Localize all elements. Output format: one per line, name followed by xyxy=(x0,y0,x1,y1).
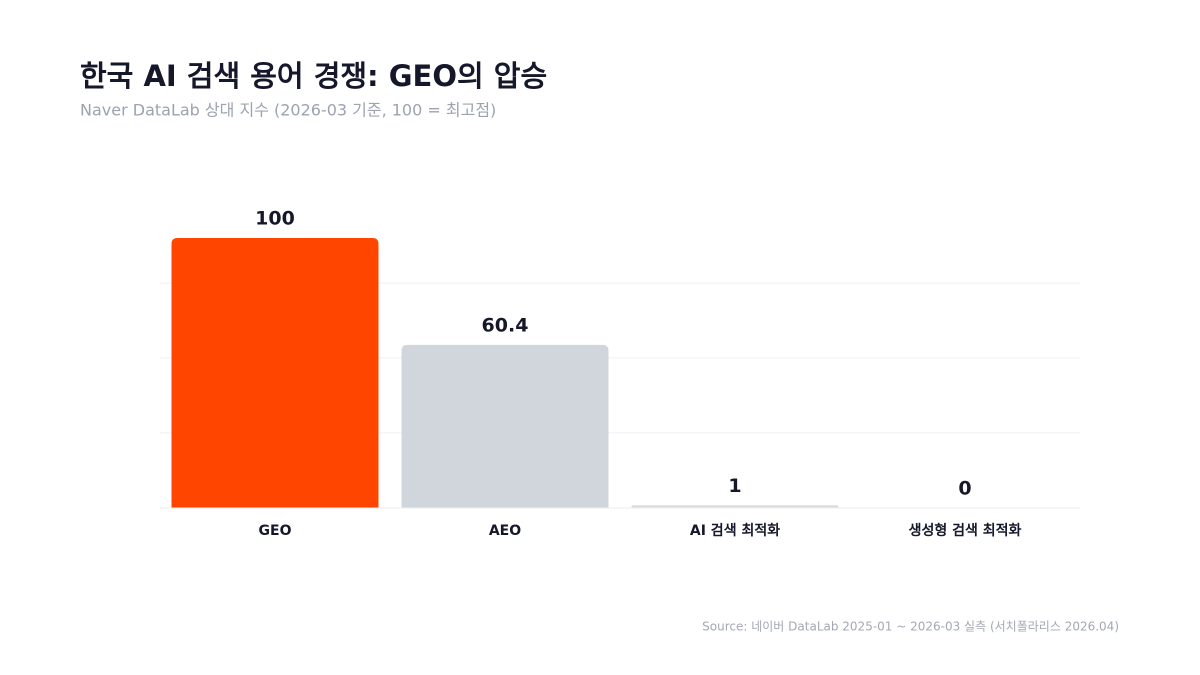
source-note: Source: 네이버 DataLab 2025-01 ~ 2026-03 실측… xyxy=(702,620,1119,634)
x-tick-label: GEO xyxy=(259,523,292,539)
x-tick-label: 생성형 검색 최적화 xyxy=(909,522,1022,539)
bar xyxy=(171,237,379,508)
bar xyxy=(401,344,609,508)
value-label: 0 xyxy=(958,478,971,500)
value-label: 100 xyxy=(255,207,295,229)
bar xyxy=(631,505,839,508)
x-tick-label: AI 검색 최적화 xyxy=(690,522,780,539)
value-label: 1 xyxy=(728,475,741,497)
x-tick-label: AEO xyxy=(489,523,521,539)
chart-title: 한국 AI 검색 용어 경쟁: GEO의 압승 xyxy=(80,59,547,93)
chart-subtitle: Naver DataLab 상대 지수 (2026-03 기준, 100 = 최… xyxy=(80,101,496,120)
value-label: 60.4 xyxy=(482,314,529,336)
